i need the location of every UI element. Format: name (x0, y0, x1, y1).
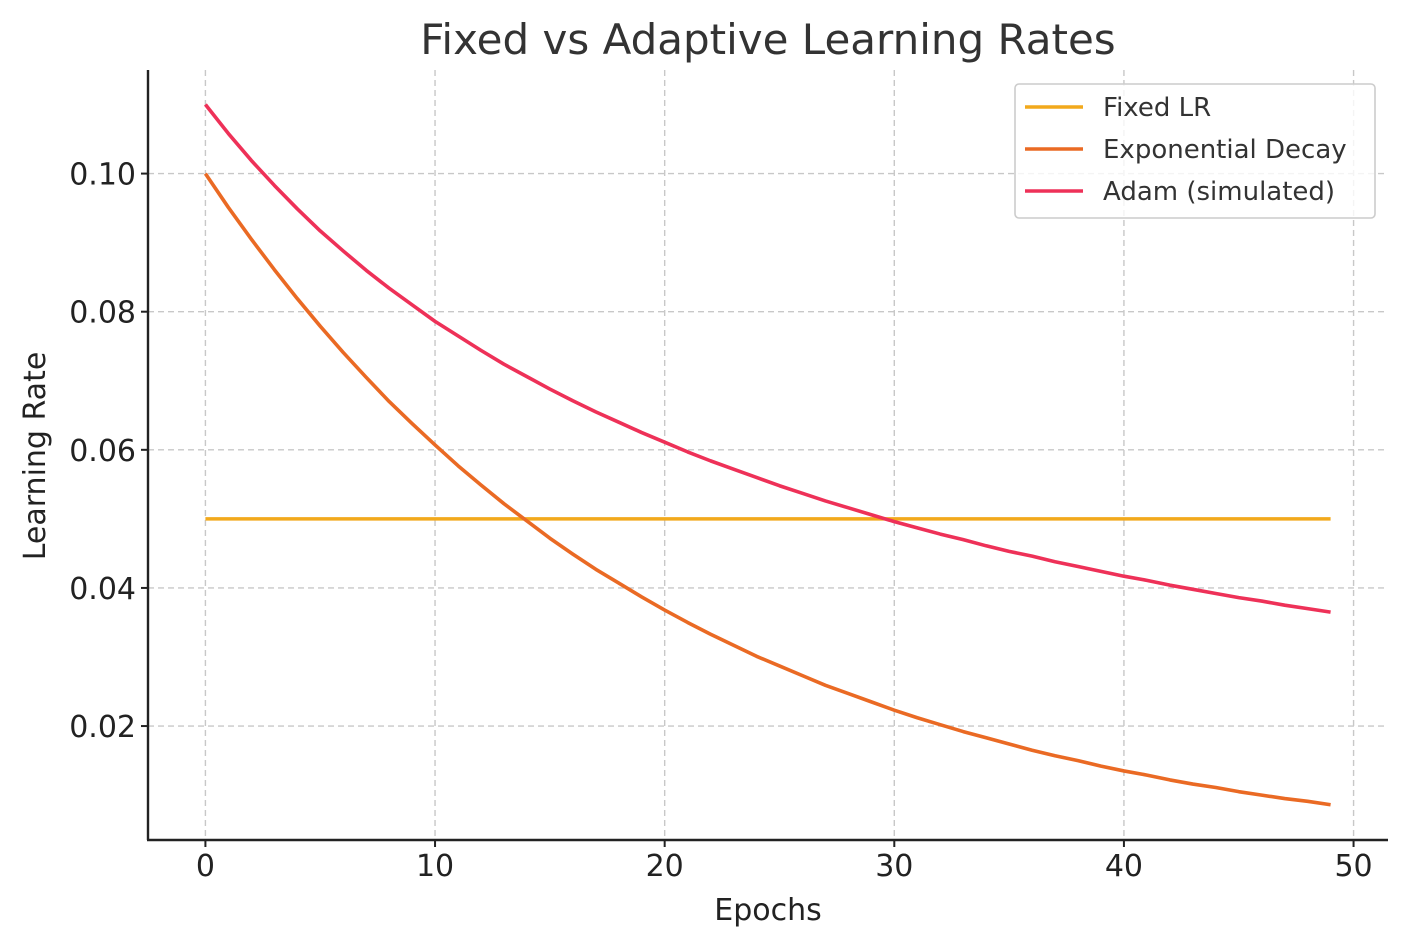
legend-label: Adam (simulated) (1103, 177, 1335, 207)
y-tick-label: 0.04 (69, 572, 136, 607)
legend-label: Exponential Decay (1103, 135, 1347, 165)
legend-label: Fixed LR (1103, 93, 1211, 123)
legend-box (1014, 83, 1376, 219)
x-tick-label: 30 (875, 849, 913, 884)
y-tick-label: 0.06 (69, 434, 136, 469)
chart-title: Fixed vs Adaptive Learning Rates (420, 15, 1115, 64)
series-lines (203, 103, 1331, 807)
x-tick-label: 40 (1105, 849, 1143, 884)
x-tick-label: 10 (416, 849, 454, 884)
x-tick-label: 20 (646, 849, 684, 884)
series-line-exponential-decay (203, 172, 1331, 807)
x-axis-label: Epochs (714, 893, 822, 928)
y-axis-label: Learning Rate (18, 352, 53, 561)
legend: Fixed LR Exponential Decay Adam (simulated… (1014, 83, 1376, 219)
y-tick-label: 0.08 (69, 296, 136, 331)
series-line-adam-simulated (203, 103, 1331, 614)
y-axis-ticks: 0.02 0.04 0.06 0.08 0.10 (69, 158, 148, 745)
x-tick-label: 50 (1334, 849, 1372, 884)
y-tick-label: 0.02 (69, 710, 136, 745)
x-axis-ticks: 0 10 20 30 40 50 (196, 840, 1373, 884)
x-tick-label: 0 (196, 849, 215, 884)
y-tick-label: 0.10 (69, 158, 136, 193)
